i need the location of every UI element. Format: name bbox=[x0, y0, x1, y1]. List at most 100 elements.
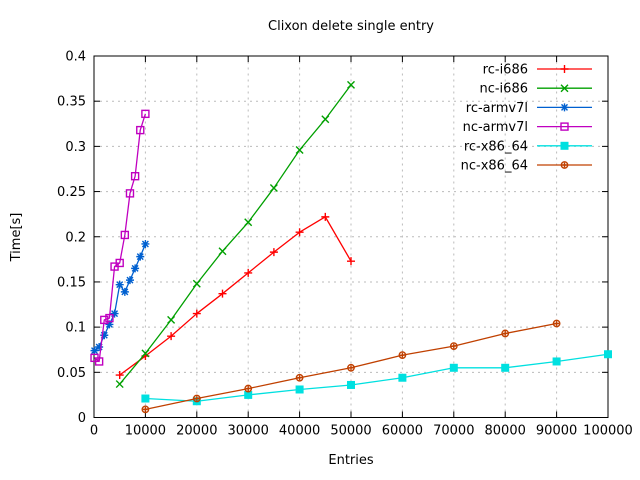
marker-asterisk bbox=[560, 103, 569, 112]
marker-circle-plus bbox=[244, 384, 253, 393]
marker-square-filled bbox=[449, 363, 458, 372]
x-tick-label: 20000 bbox=[176, 424, 217, 439]
marker-plus bbox=[560, 65, 569, 73]
series-line-nc-i686 bbox=[119, 84, 352, 385]
series-nc-armv7l bbox=[90, 109, 150, 366]
marker-cross bbox=[295, 145, 304, 154]
marker-asterisk bbox=[100, 331, 109, 340]
marker-square-filled bbox=[244, 390, 253, 399]
marker-circle-plus bbox=[451, 343, 457, 349]
marker-square-filled bbox=[141, 394, 150, 403]
marker-asterisk bbox=[105, 320, 114, 329]
series-line-nc-armv7l bbox=[94, 113, 147, 363]
series-rc-i686 bbox=[115, 212, 355, 380]
legend-item-rc-i686: rc-i686 bbox=[483, 63, 592, 78]
marker-circle-plus bbox=[501, 329, 510, 338]
tick-layer: 0 10000 20000 30000 40000 50000 60000 70000 8000… bbox=[57, 50, 633, 439]
marker-cross bbox=[244, 218, 253, 227]
marker-cross bbox=[218, 247, 227, 256]
y-tick-label: 0.15 bbox=[57, 275, 86, 290]
series-nc-i686 bbox=[115, 80, 355, 389]
marker-plus bbox=[295, 228, 304, 237]
marker-square-filled bbox=[604, 350, 612, 359]
marker-cross bbox=[269, 183, 278, 192]
label-layer: Clixon delete single entry Entries Time[… bbox=[9, 19, 434, 468]
legend-label: nc-x86_64 bbox=[461, 159, 528, 174]
marker-plus bbox=[115, 371, 124, 380]
legend-item-nc-x86_64: nc-x86_64 bbox=[461, 159, 592, 174]
marker-circle-plus bbox=[554, 321, 559, 326]
legend-item-nc-armv7l: nc-armv7l bbox=[463, 120, 592, 135]
marker-cross bbox=[115, 380, 124, 389]
marker-cross bbox=[321, 115, 330, 124]
series-rc-x86_64 bbox=[141, 350, 612, 406]
marker-plus bbox=[192, 309, 201, 318]
marker-cross bbox=[347, 80, 355, 89]
marker-circle-plus bbox=[143, 406, 148, 412]
marker-circle-plus bbox=[502, 331, 508, 336]
marker-square-filled bbox=[347, 380, 355, 389]
marker-circle-plus bbox=[560, 161, 569, 169]
marker-circle-plus bbox=[347, 363, 355, 372]
x-tick-label: 40000 bbox=[279, 424, 320, 439]
marker-square-open bbox=[115, 258, 124, 268]
series-line-rc-x86_64 bbox=[145, 353, 609, 402]
marker-square-filled bbox=[560, 141, 569, 150]
x-tick-label: 50000 bbox=[330, 424, 371, 439]
x-tick-label: 0 bbox=[90, 424, 98, 439]
marker-circle-plus bbox=[449, 342, 458, 351]
series-line-rc-i686 bbox=[119, 216, 352, 376]
marker-circle-plus bbox=[400, 352, 405, 358]
x-tick-label: 30000 bbox=[228, 424, 269, 439]
y-tick-label: 0.35 bbox=[57, 95, 86, 110]
marker-square-filled bbox=[501, 363, 510, 372]
marker-circle-plus bbox=[552, 319, 561, 328]
legend-item-rc-x86_64: rc-x86_64 bbox=[464, 139, 592, 154]
y-tick-label: 0.2 bbox=[65, 230, 86, 245]
y-tick-label: 0.3 bbox=[65, 140, 86, 155]
y-tick-label: 0.1 bbox=[65, 321, 86, 336]
x-tick-label: 90000 bbox=[536, 424, 577, 439]
series-rc-armv7l bbox=[90, 239, 150, 355]
marker-circle-plus bbox=[192, 394, 201, 403]
marker-square-open bbox=[105, 313, 114, 323]
legend: rc-i686 nc-i686 rc-armv7l nc-armv7l rc-x86_6… bbox=[461, 63, 592, 174]
marker-cross bbox=[141, 349, 150, 358]
x-tick-label: 80000 bbox=[485, 424, 526, 439]
marker-asterisk bbox=[141, 239, 150, 248]
marker-square-filled bbox=[295, 385, 304, 394]
marker-asterisk bbox=[136, 252, 145, 261]
marker-plus bbox=[167, 332, 176, 341]
marker-square-open bbox=[125, 189, 135, 198]
marker-circle-plus bbox=[348, 365, 354, 371]
marker-square-open bbox=[141, 109, 150, 119]
marker-square-open bbox=[120, 230, 130, 240]
y-tick-label: 0.05 bbox=[57, 366, 86, 381]
x-tick-label: 70000 bbox=[433, 424, 474, 439]
marker-plus bbox=[347, 257, 355, 266]
series-nc-x86_64 bbox=[141, 319, 561, 414]
marker-plus bbox=[218, 289, 227, 298]
marker-circle-plus bbox=[245, 386, 251, 391]
y-tick-label: 0 bbox=[78, 411, 86, 426]
legend-label: rc-armv7l bbox=[466, 101, 528, 116]
y-axis-label: Time[s] bbox=[9, 213, 24, 263]
legend-label: rc-i686 bbox=[483, 63, 528, 78]
marker-plus bbox=[321, 212, 330, 221]
marker-circle-plus bbox=[295, 373, 304, 382]
chart-title: Clixon delete single entry bbox=[268, 19, 434, 34]
marker-cross bbox=[192, 279, 201, 288]
marker-square-open bbox=[136, 125, 145, 135]
legend-item-rc-armv7l: rc-armv7l bbox=[466, 101, 592, 116]
legend-label: nc-i686 bbox=[479, 82, 528, 97]
marker-square-filled bbox=[398, 373, 407, 382]
y-tick-label: 0.4 bbox=[65, 50, 86, 65]
grid-layer bbox=[93, 55, 609, 418]
marker-asterisk bbox=[95, 343, 104, 352]
marker-asterisk bbox=[125, 276, 134, 285]
marker-circle-plus bbox=[297, 375, 302, 381]
marker-plus bbox=[269, 248, 278, 257]
x-axis-label: Entries bbox=[328, 453, 374, 468]
marker-asterisk bbox=[131, 264, 140, 273]
